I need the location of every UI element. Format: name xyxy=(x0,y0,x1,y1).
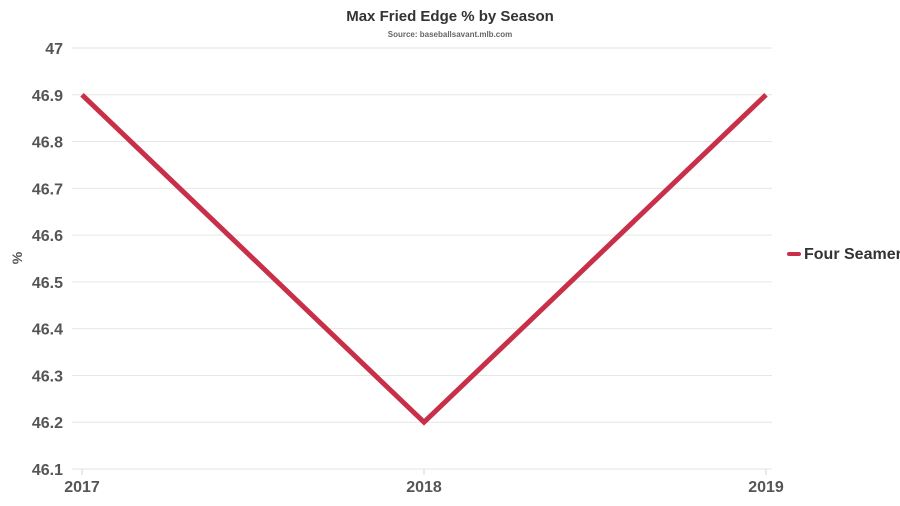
legend-item-four-seamer[interactable]: Four Seamer xyxy=(804,246,900,263)
y-tick-label: 46.2 xyxy=(32,415,63,432)
x-tick-label: 2018 xyxy=(406,479,442,496)
series-line-four-seamer[interactable] xyxy=(80,92,768,426)
y-tick-label: 47 xyxy=(45,41,63,58)
y-tick-label: 46.5 xyxy=(32,275,63,292)
chart-title: Max Fried Edge % by Season xyxy=(346,8,554,25)
y-tick-label: 46.1 xyxy=(32,462,63,479)
x-tick-label: 2019 xyxy=(748,479,784,496)
y-tick-label: 46.4 xyxy=(32,322,63,339)
y-tick-label: 46.6 xyxy=(32,228,63,245)
y-tick-label: 46.3 xyxy=(32,368,63,385)
x-tick-label: 2017 xyxy=(64,479,100,496)
chart-subtitle: Source: baseballsavant.mlb.com xyxy=(388,30,513,39)
y-axis-label: % xyxy=(9,251,25,264)
grid-layer xyxy=(72,47,772,470)
y-tick-label: 46.7 xyxy=(32,181,63,198)
y-tick-label: 46.9 xyxy=(32,88,63,105)
y-tick-labels: 46.1 46.2 46.3 46.4 46.5 46.6 46.7 46.8 46.9 47 xyxy=(32,41,63,479)
legend[interactable]: Four Seamer xyxy=(787,246,900,263)
series-layer xyxy=(80,92,768,426)
y-tick-label: 46.8 xyxy=(32,135,63,152)
x-tick-labels: 2017 2018 2019 xyxy=(64,469,784,496)
